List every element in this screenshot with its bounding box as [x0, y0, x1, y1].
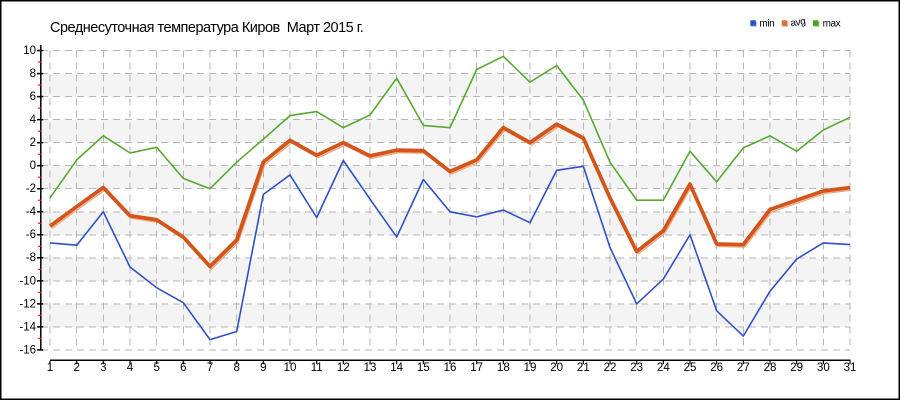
svg-text:4: 4 — [30, 114, 37, 126]
svg-text:24: 24 — [657, 362, 670, 374]
svg-text:-6: -6 — [26, 229, 36, 241]
svg-text:2: 2 — [73, 362, 79, 374]
svg-text:14: 14 — [390, 362, 403, 374]
svg-text:-8: -8 — [26, 252, 36, 264]
svg-text:20: 20 — [550, 362, 563, 374]
svg-text:5: 5 — [153, 362, 159, 374]
svg-text:28: 28 — [764, 362, 777, 374]
svg-text:0: 0 — [30, 160, 36, 172]
svg-text:18: 18 — [497, 362, 510, 374]
svg-text:3: 3 — [100, 362, 106, 374]
svg-text:12: 12 — [337, 362, 350, 374]
svg-text:avg: avg — [790, 16, 806, 29]
svg-text:25: 25 — [684, 362, 697, 374]
svg-text:-12: -12 — [19, 298, 36, 310]
svg-text:10: 10 — [23, 45, 36, 57]
svg-text:4: 4 — [127, 362, 134, 374]
svg-text:8: 8 — [233, 362, 239, 374]
svg-text:10: 10 — [284, 362, 297, 374]
svg-text:30: 30 — [817, 362, 830, 374]
svg-text:2: 2 — [30, 137, 36, 149]
svg-text:-10: -10 — [19, 275, 36, 287]
svg-text:-2: -2 — [26, 183, 36, 195]
svg-text:6: 6 — [180, 362, 186, 374]
svg-text:1: 1 — [47, 362, 53, 374]
svg-text:-14: -14 — [19, 321, 36, 333]
svg-text:22: 22 — [604, 362, 617, 374]
svg-text:9: 9 — [260, 362, 266, 374]
svg-text:min: min — [759, 18, 774, 29]
svg-text:27: 27 — [737, 362, 750, 374]
svg-text:23: 23 — [630, 362, 643, 374]
svg-text:26: 26 — [710, 362, 723, 374]
svg-text:13: 13 — [364, 362, 377, 374]
svg-text:19: 19 — [524, 362, 537, 374]
svg-text:11: 11 — [311, 362, 323, 374]
svg-text:7: 7 — [207, 362, 213, 374]
svg-text:-4: -4 — [26, 206, 37, 218]
svg-text:31: 31 — [844, 362, 857, 374]
svg-text:max: max — [823, 18, 841, 29]
svg-text:21: 21 — [577, 362, 590, 374]
svg-text:Среднесуточная температура Кир: Среднесуточная температура Киров Март 20… — [50, 20, 363, 36]
svg-text:-16: -16 — [19, 344, 36, 356]
svg-text:17: 17 — [470, 362, 483, 374]
svg-text:29: 29 — [790, 362, 803, 374]
svg-text:15: 15 — [417, 362, 430, 374]
svg-text:16: 16 — [444, 362, 457, 374]
svg-text:8: 8 — [30, 68, 36, 80]
svg-text:6: 6 — [30, 91, 36, 103]
